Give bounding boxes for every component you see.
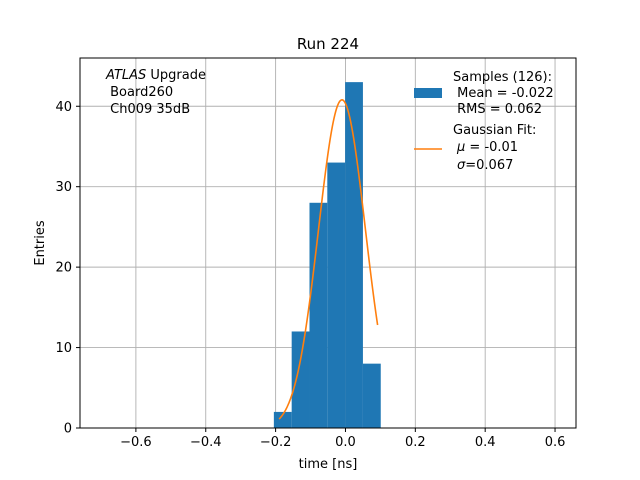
- legend-hist-line-3: RMS = 0.062: [453, 102, 542, 117]
- y-tick-label: 10: [55, 341, 72, 356]
- y-tick-label: 40: [55, 100, 72, 115]
- x-axis-label: time [ns]: [299, 457, 358, 472]
- x-tick-label: 0.0: [335, 435, 356, 450]
- y-tick-label: 0: [64, 422, 72, 437]
- legend-fit-line-2: μ = -0.01: [456, 140, 518, 155]
- legend-sigma-symbol: σ: [457, 158, 466, 173]
- gaussian-fit-line: [278, 99, 379, 420]
- axis-ticks: −0.6 −0.4 −0.2 0.0 0.2 0.4 0.6 0 10 20 30 40: [55, 100, 565, 450]
- histogram-bar: [327, 162, 346, 428]
- y-tick-label: 30: [55, 180, 72, 195]
- legend-fit-line-1: Gaussian Fit:: [453, 123, 536, 138]
- annotation-atlas: ATLAS: [105, 68, 146, 83]
- y-tick-label: 20: [55, 261, 72, 276]
- annotation-upgrade: Upgrade: [146, 68, 206, 83]
- x-tick-label: 0.2: [405, 435, 426, 450]
- histogram-bar: [362, 363, 381, 428]
- x-tick-label: 0.6: [545, 435, 566, 450]
- legend-sigma-value: =0.067: [465, 158, 513, 173]
- legend-fit-line-3: σ=0.067: [457, 158, 513, 173]
- annotation-text: ATLAS Upgrade Board260 Ch009 35dB: [105, 68, 206, 117]
- legend: Samples (126): Mean = -0.022 RMS = 0.062…: [414, 70, 554, 173]
- gaussian-fit: [278, 99, 379, 420]
- histogram-bars: [273, 82, 381, 428]
- x-tick-label: 0.4: [475, 435, 496, 450]
- legend-hist-swatch: [414, 88, 442, 98]
- legend-hist-line-1: Samples (126):: [453, 70, 552, 85]
- histogram-bar: [345, 82, 363, 428]
- histogram-bar: [291, 331, 310, 428]
- x-tick-label: −0.6: [120, 435, 152, 450]
- chart-title: Run 224: [297, 35, 359, 53]
- plot-frame: [79, 57, 577, 429]
- x-tick-label: −0.2: [260, 435, 292, 450]
- annotation-line-3: Ch009 35dB: [106, 102, 190, 117]
- histogram-bar: [273, 411, 292, 428]
- legend-mu-value: = -0.01: [465, 140, 518, 155]
- annotation-line-2: Board260: [106, 85, 173, 100]
- y-axis-label: Entries: [33, 220, 48, 266]
- annotation-line-1: ATLAS Upgrade: [105, 68, 206, 83]
- legend-hist-line-2: Mean = -0.022: [453, 86, 554, 101]
- histogram-bar: [309, 202, 328, 428]
- legend-mu-symbol: μ: [456, 140, 465, 155]
- x-tick-label: −0.4: [190, 435, 222, 450]
